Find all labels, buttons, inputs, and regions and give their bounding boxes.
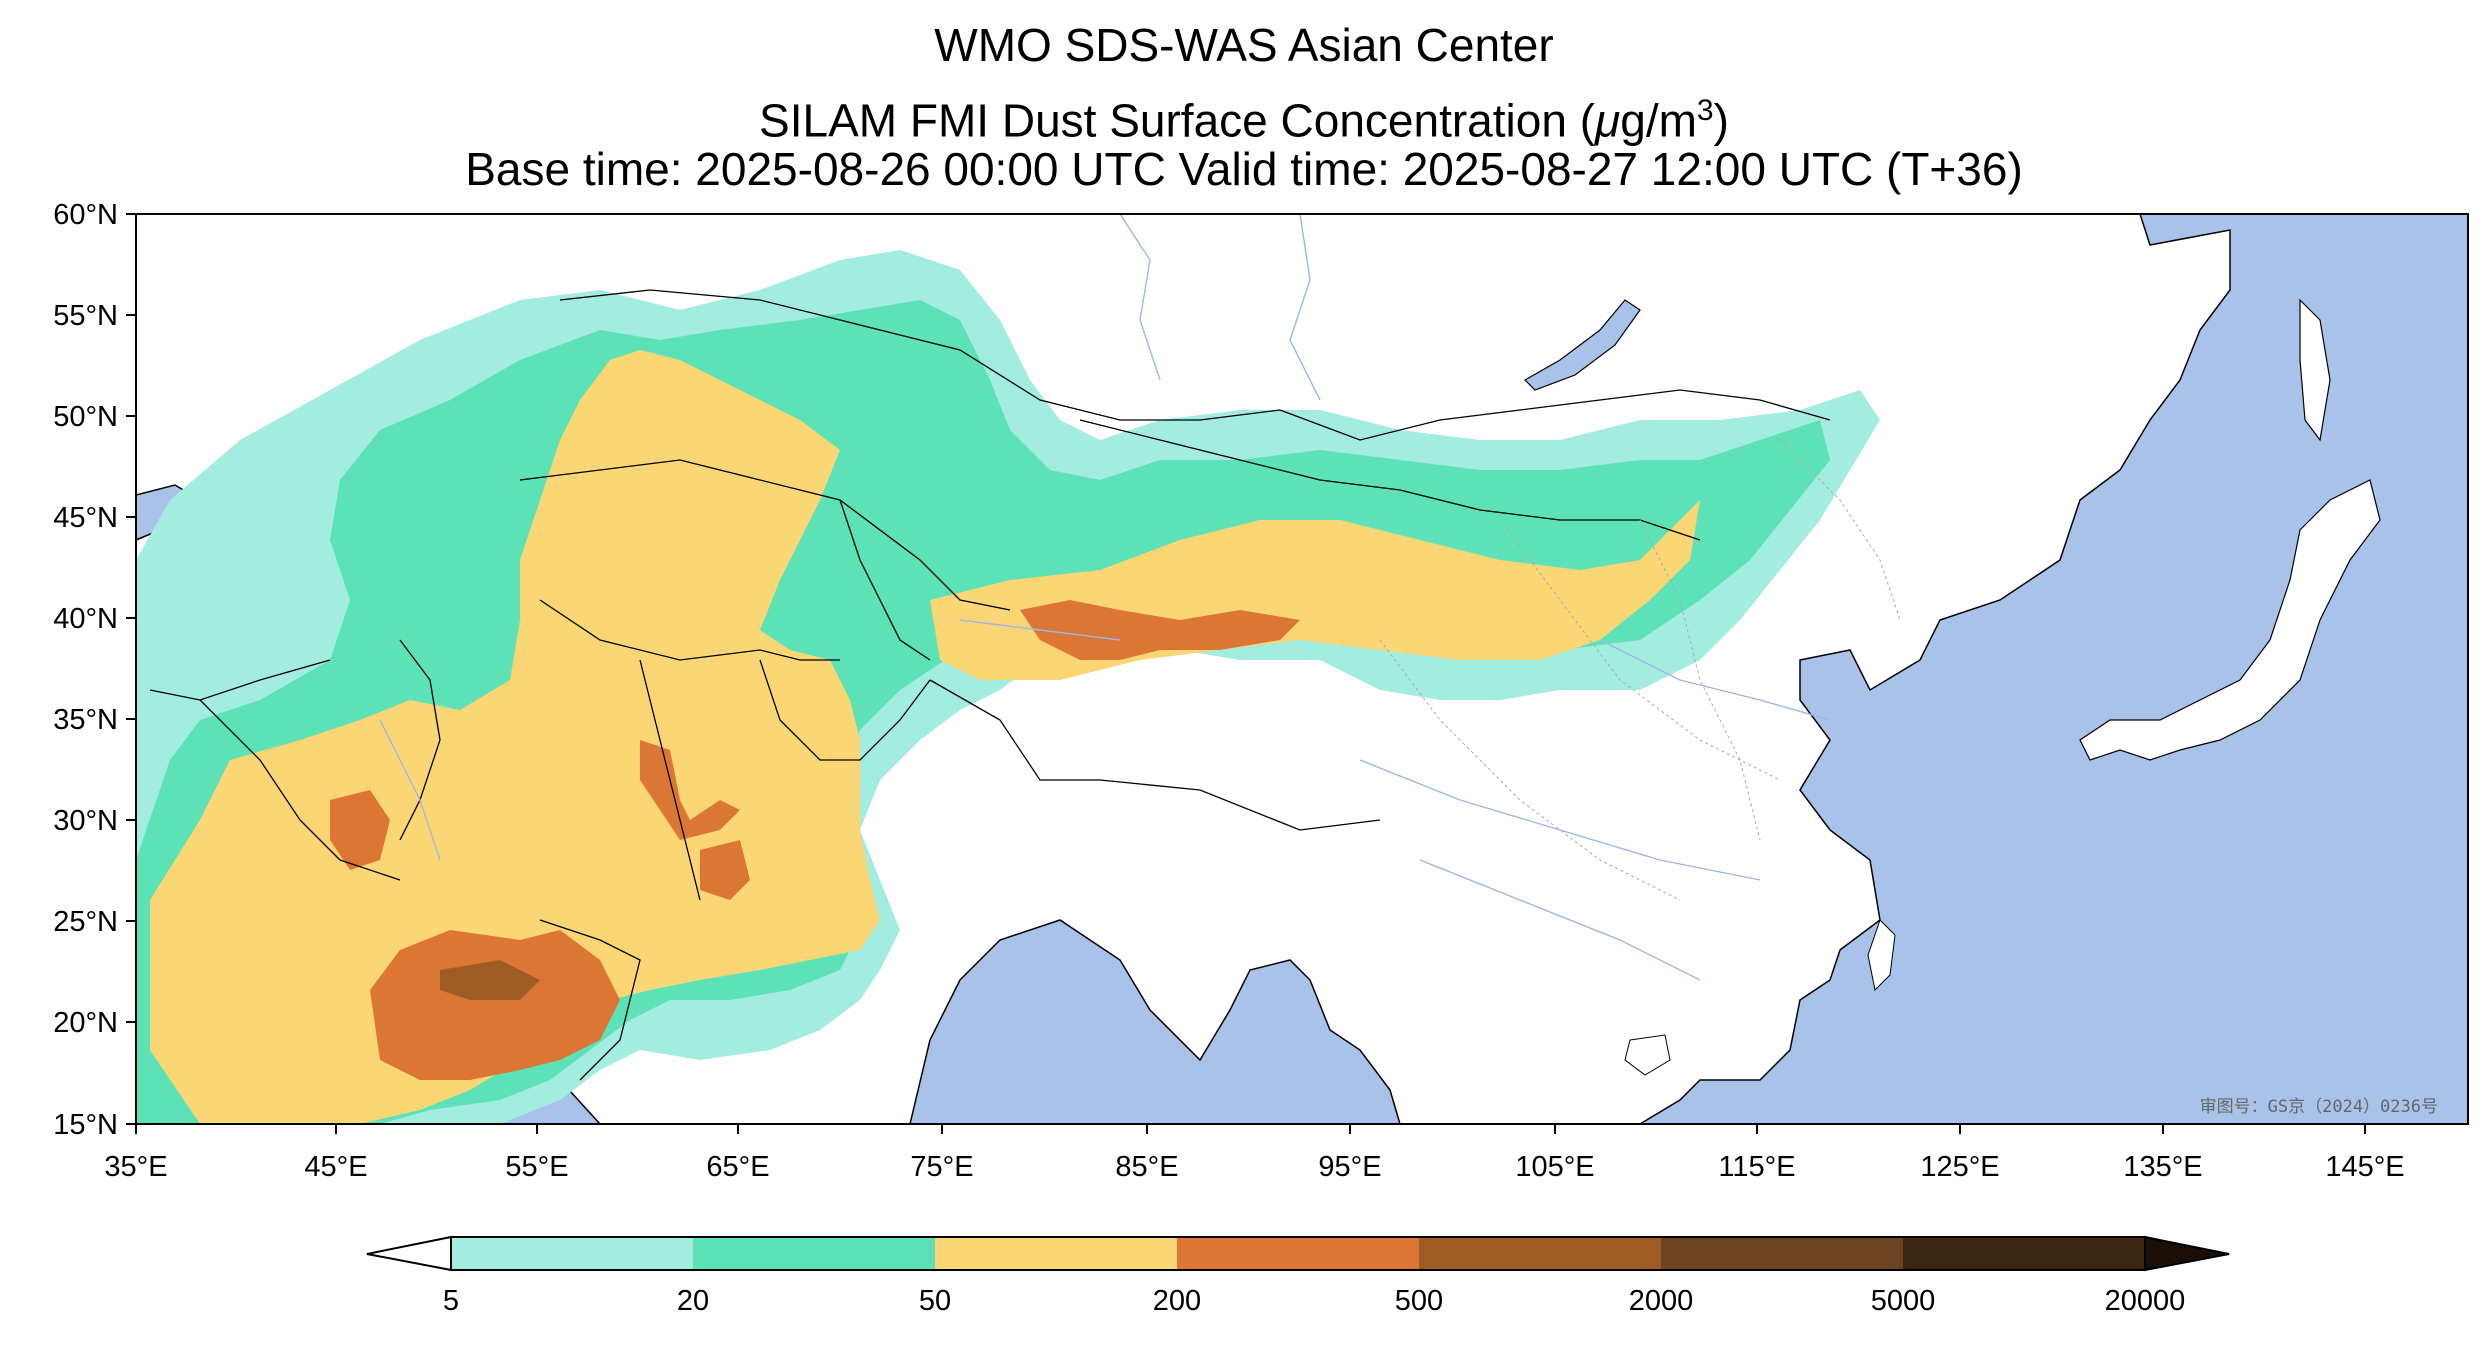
country-borders xyxy=(149,289,1831,1081)
dust-50-200-west xyxy=(150,350,880,1124)
lon-tick-label: 125°E xyxy=(1920,1151,1999,1183)
colorbar-extend-low xyxy=(366,1235,452,1272)
subtitle-exponent: 3 xyxy=(1696,94,1714,127)
lon-tick-label: 135°E xyxy=(2123,1151,2202,1183)
dust-fields xyxy=(136,250,1880,1124)
colorbar-segment xyxy=(693,1237,935,1270)
rivers xyxy=(379,214,1831,981)
map-area xyxy=(136,214,2468,1124)
colorbar-segment xyxy=(1661,1237,1903,1270)
lon-tick-label: 55°E xyxy=(505,1151,568,1183)
colorbar-segment xyxy=(451,1237,693,1270)
colorbar-label: 50 xyxy=(919,1285,951,1317)
colorbar: 5 20 50 200 500 2000 5000 20000 xyxy=(366,1235,2230,1317)
subtitle-text: SILAM FMI Dust Surface Concentration ( xyxy=(759,94,1596,147)
colorbar-label: 20 xyxy=(677,1285,709,1317)
colorbar-segment xyxy=(1177,1237,1419,1270)
lat-tick-label: 25°N xyxy=(53,906,118,938)
subtitle-close: ) xyxy=(1713,94,1729,147)
colorbar-label: 2000 xyxy=(1629,1285,1694,1317)
colorbar-extend-high xyxy=(2144,1235,2230,1272)
dust-500-2000-arabia xyxy=(440,960,540,1000)
subtitle-unit: g/m xyxy=(1620,94,1697,147)
map-title: WMO SDS-WAS Asian Center xyxy=(934,19,1554,71)
lon-axis: 35°E 45°E 55°E 65°E 75°E 85°E 95°E 105°E… xyxy=(104,1124,2405,1183)
map-frame xyxy=(135,213,2469,1125)
colorbar-label: 5000 xyxy=(1871,1285,1936,1317)
dust-200-500-arabia xyxy=(370,930,620,1080)
lat-tick-label: 40°N xyxy=(53,603,118,635)
time-info: Base time: 2025-08-26 00:00 UTC Valid ti… xyxy=(465,143,2023,195)
dust-200-500-pakistan xyxy=(700,840,750,900)
colorbar-label: 200 xyxy=(1153,1285,1201,1317)
dust-200-500-iraq xyxy=(330,790,390,870)
lat-tick-label: 55°N xyxy=(53,300,118,332)
lat-tick-label: 45°N xyxy=(53,502,118,534)
lon-tick-label: 95°E xyxy=(1318,1151,1381,1183)
colorbar-segment xyxy=(935,1237,1177,1270)
colorbar-frame xyxy=(450,1236,2146,1271)
hainan xyxy=(1624,1034,1671,1076)
lon-tick-label: 145°E xyxy=(2325,1151,2404,1183)
taiwan xyxy=(1867,919,1896,992)
sakhalin xyxy=(2299,298,2331,442)
colorbar-label: 5 xyxy=(443,1285,459,1317)
lon-tick-label: 115°E xyxy=(1718,1151,1795,1183)
lat-tick-label: 15°N xyxy=(53,1109,118,1141)
lon-tick-label: 35°E xyxy=(104,1151,167,1183)
lat-tick-label: 50°N xyxy=(53,401,118,433)
colorbar-segment xyxy=(1903,1237,2145,1270)
map-subtitle: SILAM FMI Dust Surface Concentration (μg… xyxy=(0,84,2488,147)
lat-axis: 60°N 55°N 50°N 45°N 40°N 35°N 30°N 25°N … xyxy=(53,199,136,1141)
lat-tick-label: 30°N xyxy=(53,805,118,837)
lon-tick-label: 65°E xyxy=(706,1151,769,1183)
lake-baikal xyxy=(1524,299,1641,391)
lon-tick-label: 85°E xyxy=(1115,1151,1178,1183)
map-approval-stamp: 审图号：GS京（2024）0236号 xyxy=(2200,1097,2438,1117)
subtitle-mu: μ xyxy=(1595,94,1621,147)
lon-tick-label: 45°E xyxy=(304,1151,367,1183)
dust-200-500-sistan xyxy=(640,740,740,840)
lon-tick-label: 75°E xyxy=(910,1151,973,1183)
lat-tick-label: 20°N xyxy=(53,1007,118,1039)
lat-tick-label: 35°N xyxy=(53,704,118,736)
colorbar-label: 20000 xyxy=(2105,1285,2186,1317)
dust-200-500-taklamakan xyxy=(1020,600,1300,660)
province-borders xyxy=(1379,439,1901,901)
colorbar-label: 500 xyxy=(1395,1285,1443,1317)
lat-tick-label: 60°N xyxy=(53,199,118,231)
lon-tick-label: 105°E xyxy=(1515,1151,1594,1183)
colorbar-segment xyxy=(1419,1237,1661,1270)
japan xyxy=(2079,479,2381,761)
